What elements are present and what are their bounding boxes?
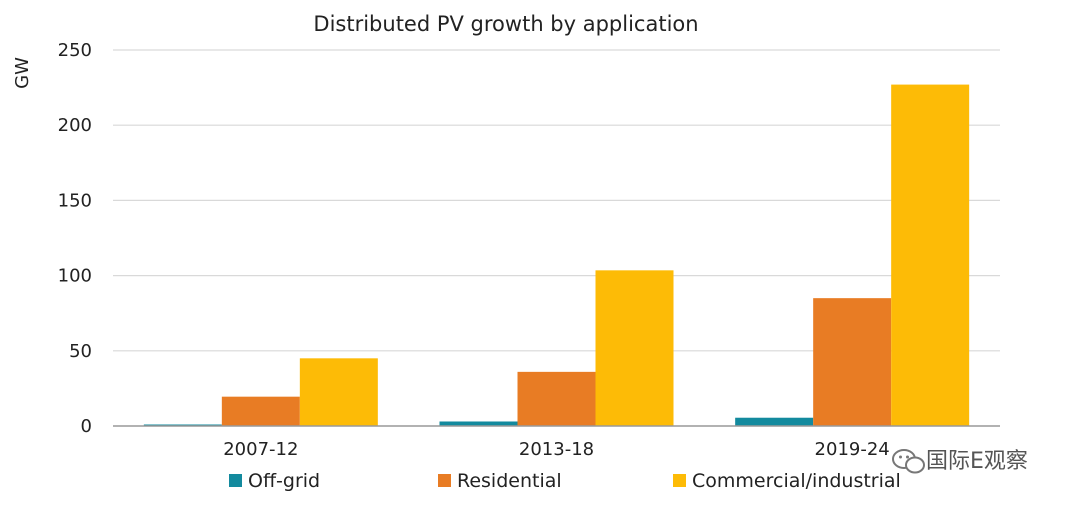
y-tick-label: 200 [58, 115, 92, 136]
y-tick-labels: 0 50 100 150 200 250 [58, 40, 92, 437]
y-tick-label: 250 [58, 40, 92, 61]
legend-label: Commercial/industrial [692, 470, 901, 492]
bar-commercial-industrial-2019-24 [891, 84, 970, 426]
y-axis-label: GW [12, 57, 33, 89]
wechat-icon [892, 449, 925, 474]
legend-label: Residential [457, 470, 562, 492]
bar-off-grid-2007-12 [143, 424, 222, 426]
legend-swatch [438, 474, 451, 487]
bar-commercial-industrial-2007-12 [299, 358, 378, 426]
y-tick-label: 50 [69, 341, 92, 362]
watermark: 国际E观察 [892, 449, 1028, 474]
bar-off-grid-2013-18 [439, 421, 518, 426]
x-tick-labels: 2007-12 2013-18 2019-24 [223, 439, 890, 460]
bar-commercial-industrial-2013-18 [595, 270, 674, 426]
legend-swatch [229, 474, 242, 487]
bars [143, 84, 970, 426]
legend-swatch [673, 474, 686, 487]
bar-residential-2013-18 [517, 371, 596, 426]
x-tick-label: 2019-24 [815, 439, 890, 460]
bar-off-grid-2019-24 [735, 417, 814, 426]
y-tick-label: 150 [58, 190, 92, 211]
watermark-text: 国际E观察 [926, 449, 1028, 474]
y-tick-label: 100 [58, 266, 92, 287]
x-tick-label: 2007-12 [223, 439, 298, 460]
legend: Off-grid Residential Commercial/industrial [229, 470, 901, 492]
legend-label: Off-grid [248, 470, 320, 492]
chart-title: Distributed PV growth by application [313, 12, 698, 36]
bar-residential-2007-12 [221, 396, 300, 426]
x-tick-label: 2013-18 [519, 439, 594, 460]
y-tick-label: 0 [81, 416, 92, 437]
bar-residential-2019-24 [813, 298, 892, 426]
